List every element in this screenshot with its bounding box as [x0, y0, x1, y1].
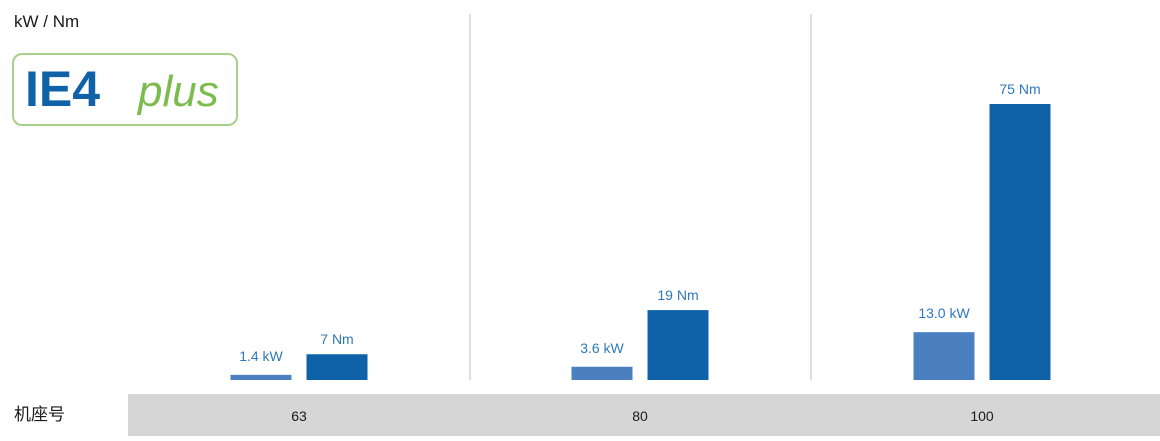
bar-kw-100 — [913, 332, 975, 380]
data-label-kw-80: 3.6 kW — [580, 340, 624, 356]
bars — [230, 104, 1051, 380]
data-label-nm-63: 7 Nm — [320, 331, 353, 347]
x-tick-label-63: 63 — [291, 408, 307, 424]
logo-border — [12, 53, 238, 126]
bar-nm-80 — [647, 310, 709, 380]
bar-kw-63 — [230, 374, 292, 380]
x-tick-label-80: 80 — [632, 408, 648, 424]
bar-kw-80 — [571, 366, 633, 380]
logo-plus-text: plus — [136, 67, 219, 116]
data-labels: 1.4 kW 7 Nm 3.6 kW 19 Nm 13.0 kW 75 Nm — [239, 81, 1040, 364]
data-label-nm-100: 75 Nm — [999, 81, 1040, 97]
x-axis-label: 机座号 — [14, 405, 65, 424]
data-label-kw-63: 1.4 kW — [239, 348, 283, 364]
x-tick-labels: 63 80 100 — [291, 408, 994, 424]
category-separators — [469, 14, 812, 380]
y-axis-label: kW / Nm — [14, 12, 79, 31]
ie4-plus-logo: IE4 plus — [12, 53, 238, 126]
data-label-nm-80: 19 Nm — [657, 287, 698, 303]
bar-nm-63 — [306, 354, 368, 380]
x-axis-band — [128, 394, 1160, 436]
logo-ie4-text: IE4 — [25, 61, 100, 117]
data-label-kw-100: 13.0 kW — [918, 305, 970, 321]
bar-nm-100 — [989, 104, 1051, 380]
x-tick-label-100: 100 — [970, 408, 994, 424]
